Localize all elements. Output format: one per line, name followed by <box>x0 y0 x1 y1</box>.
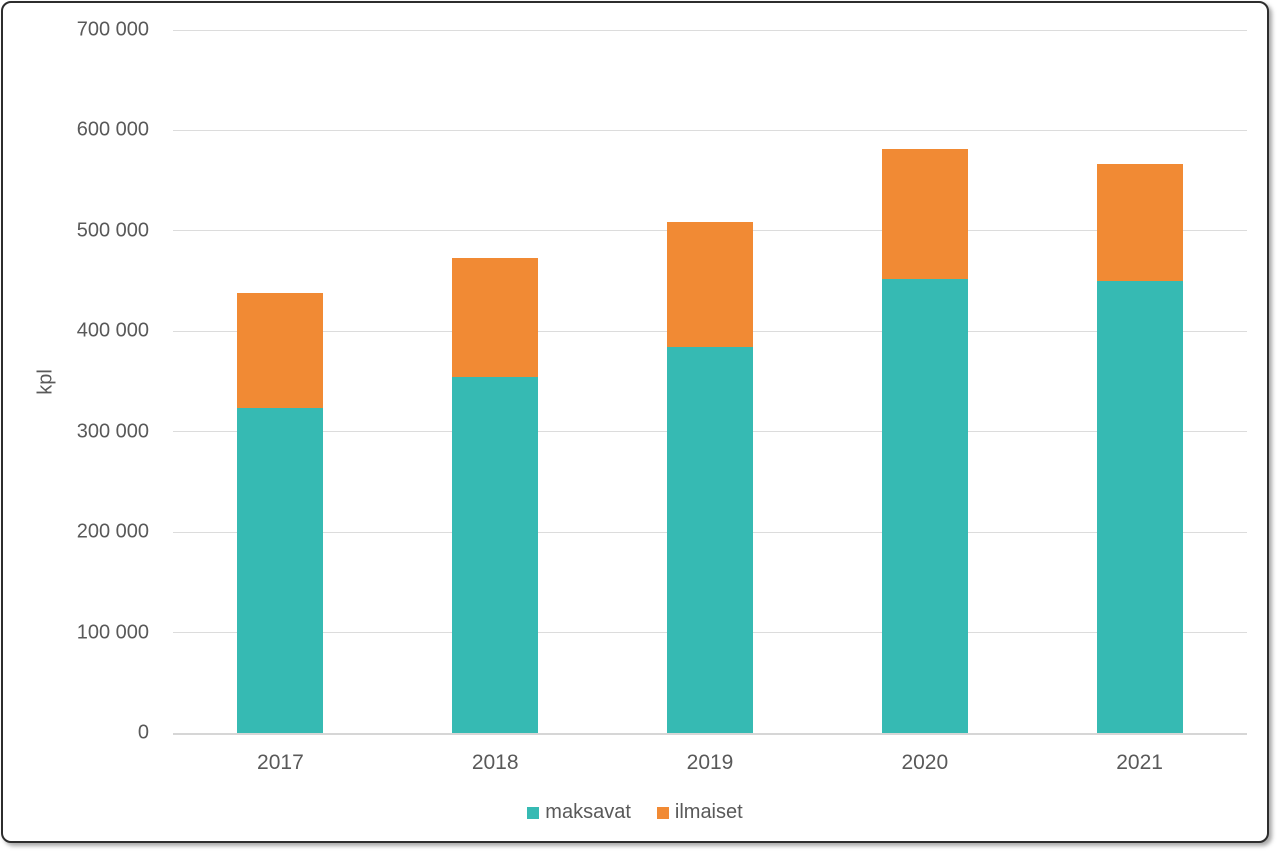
chart-card: kpl 0 100 000 200 000 300 000 400 000 500 000… <box>1 1 1269 843</box>
legend-swatch-icon <box>656 806 669 819</box>
legend-label: maksavat <box>545 801 631 823</box>
y-tick-label: 0 <box>137 721 149 744</box>
y-tick-label: 500 000 <box>76 219 149 242</box>
legend-swatch-icon <box>527 806 540 819</box>
y-tick-label: 300 000 <box>76 420 149 443</box>
x-tick-label-2019: 2019 <box>686 751 734 774</box>
plot-area: kpl 0 100 000 200 000 300 000 400 000 500 000… <box>3 3 1267 841</box>
y-tick-label: 700 000 <box>76 18 149 41</box>
bar-segment-2017-ilmaiset <box>237 293 324 408</box>
legend-item-maksavat: maksavat <box>527 801 631 824</box>
legend: maksavat ilmaiset <box>3 801 1267 824</box>
legend-item-ilmaiset: ilmaiset <box>656 801 743 824</box>
bar-segment-2017-maksavat <box>237 407 324 733</box>
gridline <box>173 129 1247 131</box>
x-axis-line <box>173 733 1247 735</box>
gridline <box>173 29 1247 31</box>
y-tick-label: 100 000 <box>76 621 149 644</box>
bar-segment-2019-maksavat <box>667 347 753 733</box>
y-tick-label: 400 000 <box>76 319 149 342</box>
y-axis-title: kpl <box>34 369 57 395</box>
y-tick-label: 200 000 <box>76 520 149 543</box>
x-tick-label-2020: 2020 <box>901 751 949 774</box>
bar-segment-2021-maksavat <box>1096 281 1183 733</box>
bar-segment-2018-maksavat <box>452 377 539 733</box>
bar-segment-2019-ilmaiset <box>667 221 753 348</box>
bar-segment-2021-ilmaiset <box>1096 163 1183 282</box>
bar-segment-2018-ilmaiset <box>452 257 539 378</box>
x-tick-label-2021: 2021 <box>1116 751 1163 774</box>
bar-segment-2020-ilmaiset <box>881 148 968 280</box>
legend-label: ilmaiset <box>674 801 743 823</box>
x-tick-label-2017: 2017 <box>257 751 304 774</box>
y-tick-label: 600 000 <box>76 118 149 141</box>
x-tick-label-2018: 2018 <box>471 751 519 774</box>
bar-segment-2020-maksavat <box>881 279 968 733</box>
